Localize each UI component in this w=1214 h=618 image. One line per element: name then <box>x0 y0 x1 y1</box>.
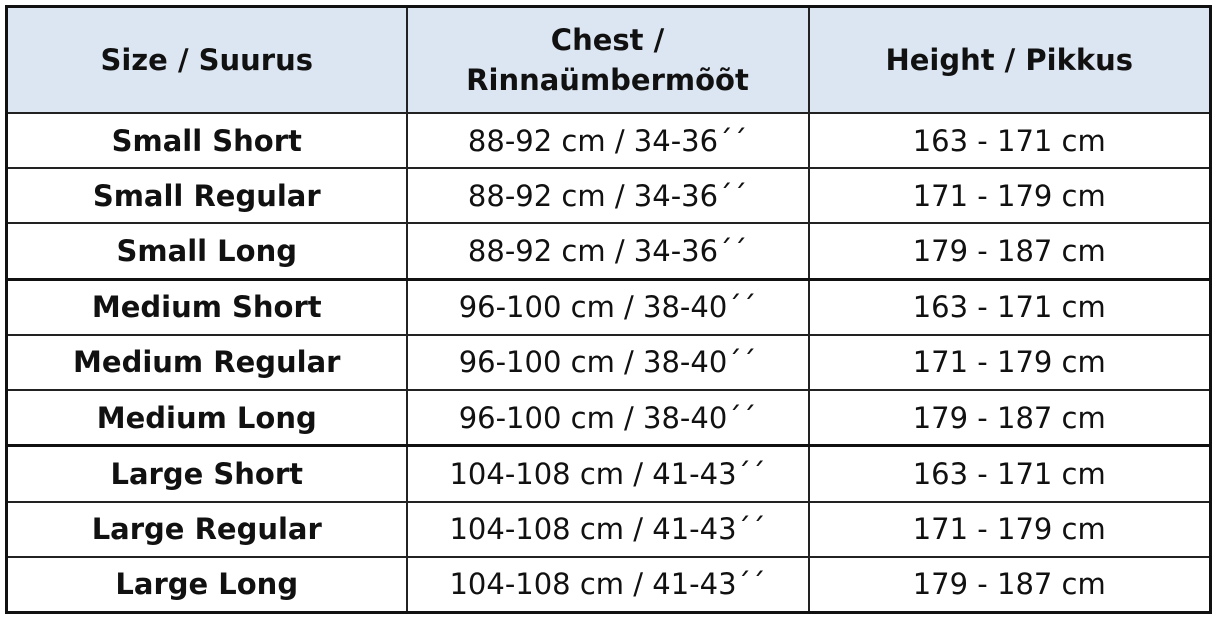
size-cell: Small Long <box>5 222 408 281</box>
value-cell: 171 - 179 cm <box>807 333 1212 392</box>
header-text: Chest / Rinnaümbermõõt <box>466 23 749 97</box>
size-cell: Medium Short <box>5 278 408 336</box>
value-cell: 104-108 cm / 41-43´´ <box>405 444 810 503</box>
table-row: Large Short 104-108 cm / 41-43´´ 163 - 171… <box>5 444 1212 503</box>
value-cell: 179 - 187 cm <box>807 389 1212 448</box>
value-cell: 171 - 179 cm <box>807 500 1212 558</box>
table-row: Medium Short 96-100 cm / 38-40´´ 163 - 171… <box>5 278 1212 336</box>
value-cell: 96-100 cm / 38-40´´ <box>405 389 810 448</box>
header-cell: Size / Suurus <box>5 5 408 114</box>
value-cell: 163 - 171 cm <box>807 278 1212 336</box>
size-table: Size / Suurus Chest / Rinnaümbermõõt Heigh… <box>5 5 1212 614</box>
table-row: Large Regular 104-108 cm / 41-43´´ 171 - 1… <box>5 500 1212 558</box>
header-text: Size / Suurus <box>100 43 314 77</box>
size-cell: Large Short <box>5 444 408 503</box>
header-cell: Height / Pikkus <box>807 5 1212 114</box>
value-cell: 96-100 cm / 38-40´´ <box>405 278 810 336</box>
size-cell: Medium Regular <box>5 333 408 392</box>
value-cell: 104-108 cm / 41-43´´ <box>405 555 810 614</box>
value-cell: 88-92 cm / 34-36´´ <box>405 111 810 170</box>
table-row: Small Regular 88-92 cm / 34-36´´ 171 - 179… <box>5 167 1212 225</box>
value-cell: 163 - 171 cm <box>807 111 1212 170</box>
size-cell: Medium Long <box>5 389 408 448</box>
header-cell: Chest / Rinnaümbermõõt <box>405 5 810 114</box>
table-row: Small Long 88-92 cm / 34-36´´ 179 - 187 cm <box>5 222 1212 281</box>
table-row: Small Short 88-92 cm / 34-36´´ 163 - 171 c… <box>5 111 1212 170</box>
size-cell: Large Regular <box>5 500 408 558</box>
size-cell: Large Long <box>5 555 408 614</box>
value-cell: 88-92 cm / 34-36´´ <box>405 222 810 281</box>
header-row: Size / Suurus Chest / Rinnaümbermõõt Heigh… <box>5 5 1212 114</box>
value-cell: 179 - 187 cm <box>807 555 1212 614</box>
value-cell: 88-92 cm / 34-36´´ <box>405 167 810 225</box>
size-cell: Small Short <box>5 111 408 170</box>
table-row: Medium Regular 96-100 cm / 38-40´´ 171 - 1… <box>5 333 1212 392</box>
value-cell: 104-108 cm / 41-43´´ <box>405 500 810 558</box>
value-cell: 96-100 cm / 38-40´´ <box>405 333 810 392</box>
size-cell: Small Regular <box>5 167 408 225</box>
value-cell: 163 - 171 cm <box>807 444 1212 503</box>
header-text: Height / Pikkus <box>885 43 1134 77</box>
table-row: Medium Long 96-100 cm / 38-40´´ 179 - 187 … <box>5 389 1212 448</box>
table-body: Small Short 88-92 cm / 34-36´´ 163 - 171 c… <box>5 111 1212 614</box>
value-cell: 179 - 187 cm <box>807 222 1212 281</box>
value-cell: 171 - 179 cm <box>807 167 1212 225</box>
table-row: Large Long 104-108 cm / 41-43´´ 179 - 187 … <box>5 555 1212 614</box>
